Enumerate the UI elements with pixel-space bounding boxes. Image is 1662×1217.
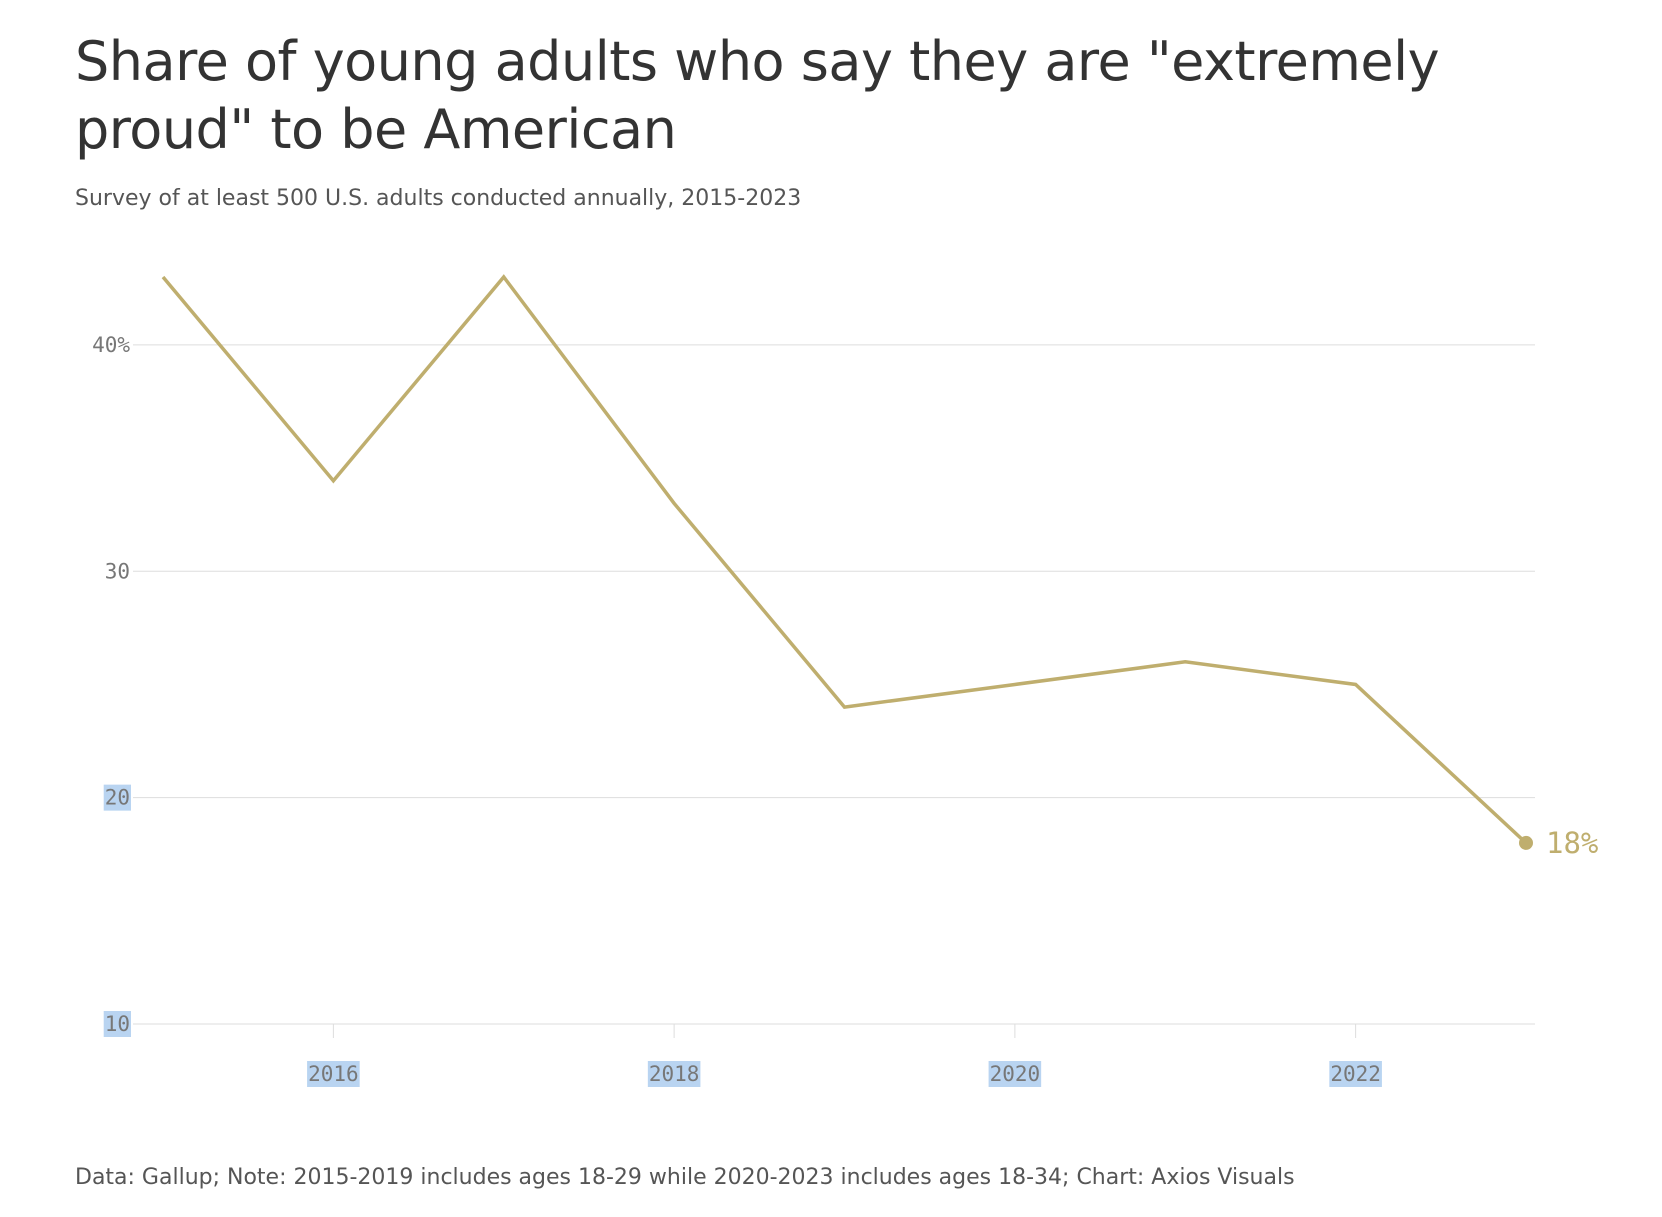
- y-tick-label: 10: [105, 1012, 130, 1036]
- x-tick-highlight: [1329, 1061, 1382, 1087]
- x-tick-highlight: [988, 1061, 1042, 1087]
- y-tick-label: 30: [105, 559, 130, 583]
- x-tick-label: 2018: [649, 1062, 700, 1086]
- y-tick-label: 40%: [92, 333, 130, 357]
- end-value-label: 18%: [1546, 826, 1598, 860]
- gridlines: [133, 344, 1535, 1025]
- x-axis: 2016 2018 2020 2022: [307, 1024, 1382, 1087]
- x-tick-highlight: [647, 1061, 701, 1087]
- end-point-marker: [1519, 835, 1533, 850]
- series-layer: 18%: [161, 274, 1598, 860]
- y-tick-label: 20: [105, 786, 130, 810]
- x-tick-label: 2022: [1330, 1062, 1381, 1086]
- x-tick-highlight: [307, 1061, 360, 1087]
- y-tick-highlight: [103, 784, 131, 811]
- series-line: [161, 274, 1528, 845]
- y-tick-highlight: [103, 1011, 131, 1037]
- x-tick-label: 2020: [990, 1062, 1041, 1086]
- chart-subtitle: Survey of at least 500 U.S. adults condu…: [75, 186, 802, 211]
- chart-title: Share of young adults who say they are "…: [75, 30, 1440, 161]
- chart-source-note: Data: Gallup; Note: 2015-2019 includes a…: [75, 1165, 1295, 1190]
- y-axis: 40% 30 20 10: [92, 333, 131, 1037]
- x-tick-label: 2016: [308, 1062, 359, 1086]
